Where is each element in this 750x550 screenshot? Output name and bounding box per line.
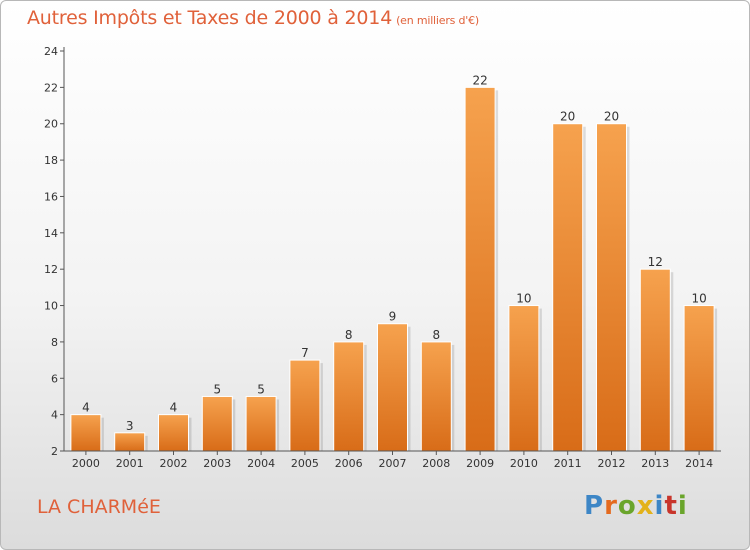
bar	[508, 305, 540, 452]
bar	[596, 123, 627, 452]
logo-letter: o	[617, 491, 637, 521]
bar-value-label: 20	[604, 110, 619, 124]
y-tick-label: 22	[44, 81, 58, 94]
y-tick-label: 10	[44, 300, 58, 313]
bar	[158, 414, 189, 452]
x-tick-label: 2014	[685, 457, 713, 470]
bar-value-label: 10	[691, 292, 706, 306]
bar-value-label: 20	[560, 110, 575, 124]
y-tick-label: 12	[44, 263, 58, 276]
bar	[683, 305, 715, 452]
x-tick-label: 2013	[641, 457, 669, 470]
y-tick-label: 8	[51, 336, 58, 349]
x-tick-label: 2007	[379, 457, 407, 470]
bar	[552, 123, 584, 452]
logo-letter: x	[636, 491, 655, 521]
x-tick-label: 2001	[116, 457, 144, 470]
place-label: LA CHARMéE	[37, 496, 161, 518]
bar	[377, 323, 408, 452]
y-tick-label: 16	[44, 190, 58, 203]
x-tick-label: 2006	[335, 457, 363, 470]
chart-title: Autres Impôts et Taxes de 2000 à 2014 (en…	[27, 7, 479, 29]
bar	[245, 395, 277, 452]
bar-value-label: 8	[345, 328, 353, 342]
logo-letter: i	[654, 491, 665, 521]
logo-letter: r	[604, 491, 618, 521]
x-tick-label: 2002	[160, 457, 188, 470]
bar-value-label: 9	[389, 310, 397, 324]
bar	[70, 414, 102, 452]
bar-value-label: 8	[432, 328, 440, 342]
bar-value-label: 22	[472, 73, 487, 87]
bar	[333, 341, 365, 452]
y-tick-label: 4	[51, 409, 58, 422]
title-text: Autres Impôts et Taxes de 2000 à 2014	[27, 7, 393, 29]
x-tick-label: 2008	[422, 457, 450, 470]
logo-letter: t	[664, 491, 678, 521]
y-tick-label: 20	[44, 118, 58, 131]
bar	[201, 395, 233, 452]
bar	[420, 341, 452, 452]
bar-value-label: 12	[648, 255, 663, 269]
bar-value-label: 5	[213, 382, 221, 396]
x-tick-label: 2012	[598, 457, 626, 470]
bar-value-label: 7	[301, 346, 309, 360]
title-unit: (en milliers d'€)	[396, 14, 479, 27]
x-tick-label: 2010	[510, 457, 538, 470]
proxiti-logo[interactable]: Proxiti	[584, 491, 688, 521]
x-tick-label: 2005	[291, 457, 319, 470]
logo-letter: P	[584, 491, 605, 521]
y-tick-label: 2	[51, 445, 58, 458]
bar	[464, 86, 496, 452]
x-tick-label: 2003	[203, 457, 231, 470]
x-tick-label: 2009	[466, 457, 494, 470]
y-tick-label: 14	[44, 227, 58, 240]
x-tick-label: 2004	[247, 457, 275, 470]
bar	[289, 359, 321, 452]
y-tick-label: 6	[51, 372, 58, 385]
bar-value-label: 4	[82, 401, 90, 415]
logo-letter: i	[677, 491, 688, 521]
bar-value-label: 4	[170, 401, 178, 415]
x-tick-label: 2011	[554, 457, 582, 470]
bar-value-label: 5	[257, 382, 265, 396]
bar	[639, 268, 671, 452]
y-tick-label: 24	[44, 45, 58, 58]
bar-value-label: 3	[126, 419, 134, 433]
x-tick-label: 2000	[72, 457, 100, 470]
y-tick-label: 18	[44, 154, 58, 167]
bar	[114, 432, 146, 452]
bar-value-label: 10	[516, 292, 531, 306]
